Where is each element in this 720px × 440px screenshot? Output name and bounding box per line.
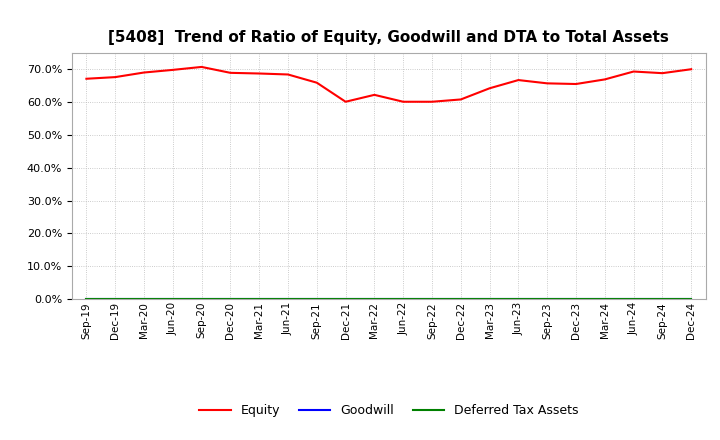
Goodwill [572,297,580,302]
Goodwill [226,297,235,302]
Equity [197,64,206,70]
Deferred Tax Assets [543,297,552,302]
Goodwill [428,297,436,302]
Equity [687,66,696,72]
Goodwill [168,297,177,302]
Goodwill [140,297,148,302]
Goodwill [543,297,552,302]
Equity [82,76,91,81]
Equity [111,74,120,80]
Deferred Tax Assets [312,297,321,302]
Line: Equity: Equity [86,67,691,102]
Deferred Tax Assets [629,297,638,302]
Deferred Tax Assets [485,297,494,302]
Deferred Tax Assets [428,297,436,302]
Equity [514,77,523,83]
Equity [485,86,494,91]
Deferred Tax Assets [255,297,264,302]
Deferred Tax Assets [140,297,148,302]
Goodwill [82,297,91,302]
Deferred Tax Assets [456,297,465,302]
Deferred Tax Assets [600,297,609,302]
Goodwill [485,297,494,302]
Deferred Tax Assets [399,297,408,302]
Equity [658,70,667,76]
Goodwill [456,297,465,302]
Equity [629,69,638,74]
Equity [284,72,292,77]
Equity [370,92,379,98]
Deferred Tax Assets [658,297,667,302]
Goodwill [600,297,609,302]
Equity [572,81,580,87]
Deferred Tax Assets [341,297,350,302]
Deferred Tax Assets [82,297,91,302]
Deferred Tax Assets [370,297,379,302]
Deferred Tax Assets [226,297,235,302]
Equity [399,99,408,104]
Deferred Tax Assets [687,297,696,302]
Deferred Tax Assets [111,297,120,302]
Goodwill [341,297,350,302]
Equity [168,67,177,73]
Equity [255,71,264,76]
Equity [312,80,321,85]
Equity [140,70,148,75]
Deferred Tax Assets [572,297,580,302]
Goodwill [197,297,206,302]
Goodwill [687,297,696,302]
Goodwill [399,297,408,302]
Equity [543,81,552,86]
Goodwill [370,297,379,302]
Equity [428,99,436,104]
Goodwill [284,297,292,302]
Equity [341,99,350,104]
Goodwill [312,297,321,302]
Goodwill [514,297,523,302]
Deferred Tax Assets [284,297,292,302]
Deferred Tax Assets [514,297,523,302]
Goodwill [629,297,638,302]
Equity [600,77,609,82]
Equity [226,70,235,76]
Goodwill [111,297,120,302]
Title: [5408]  Trend of Ratio of Equity, Goodwill and DTA to Total Assets: [5408] Trend of Ratio of Equity, Goodwil… [109,29,669,45]
Legend: Equity, Goodwill, Deferred Tax Assets: Equity, Goodwill, Deferred Tax Assets [194,399,583,422]
Deferred Tax Assets [168,297,177,302]
Equity [456,97,465,102]
Deferred Tax Assets [197,297,206,302]
Goodwill [658,297,667,302]
Goodwill [255,297,264,302]
